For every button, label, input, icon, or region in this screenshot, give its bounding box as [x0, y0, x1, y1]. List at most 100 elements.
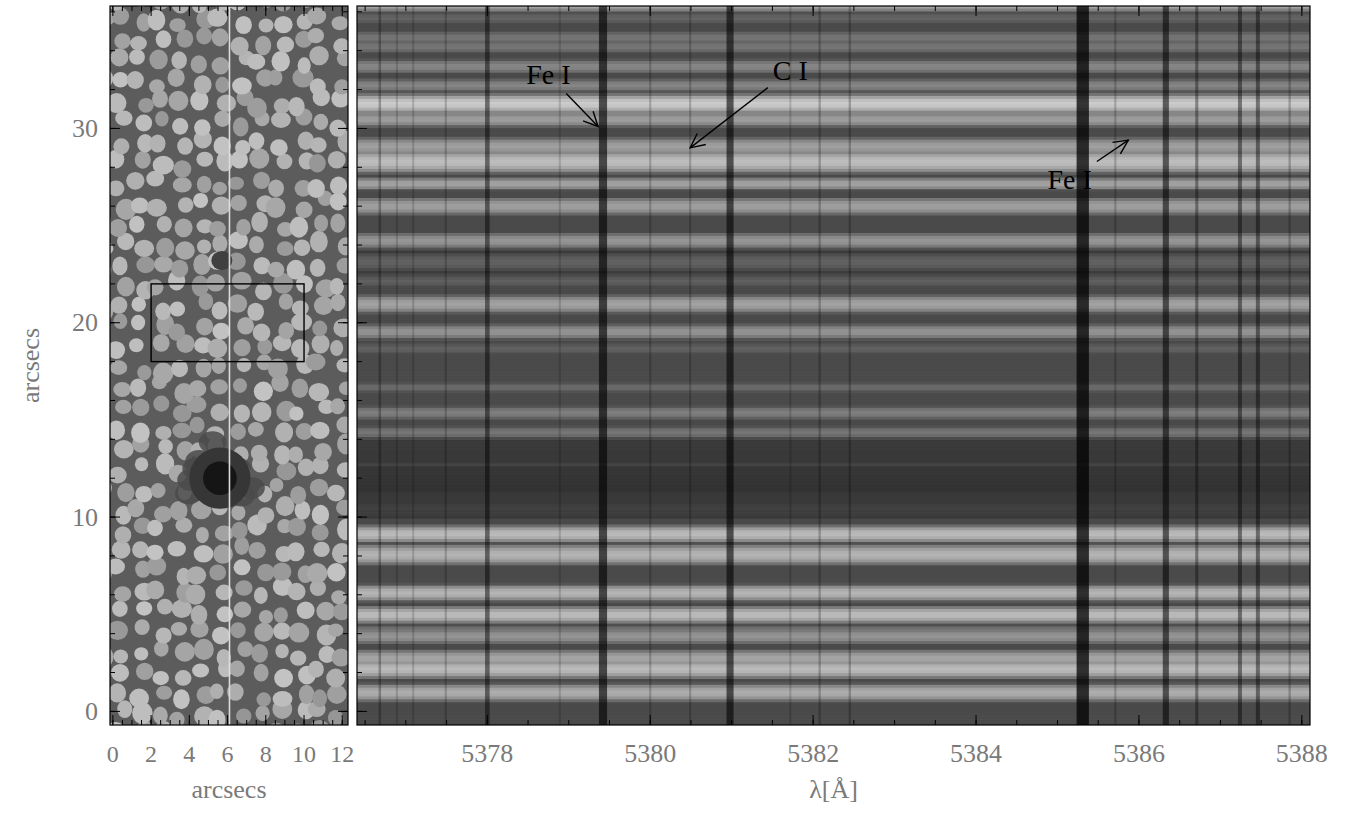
minor-tick — [405, 720, 406, 725]
granule — [154, 256, 173, 272]
granule — [151, 483, 166, 498]
minor-tick — [110, 555, 115, 556]
granule — [193, 254, 210, 275]
granule — [212, 196, 231, 214]
minor-tick — [110, 167, 115, 168]
granule — [135, 151, 151, 169]
minor-tick — [343, 361, 348, 362]
minor-tick — [141, 6, 142, 11]
granule — [173, 689, 190, 709]
granule — [234, 404, 250, 422]
granule — [194, 75, 212, 94]
granule — [110, 341, 125, 359]
minor-tick — [357, 50, 362, 51]
granule — [253, 324, 271, 342]
minor-tick — [357, 206, 362, 207]
minor-tick — [772, 6, 773, 11]
granule — [254, 623, 273, 642]
minor-tick — [357, 633, 362, 634]
annotation-arrow — [1097, 140, 1128, 161]
granule — [268, 70, 282, 86]
minor-tick — [313, 6, 314, 11]
y-tick-label: 10 — [72, 503, 98, 532]
y-tick — [357, 517, 367, 518]
minor-tick — [609, 720, 610, 725]
minor-tick — [110, 594, 115, 595]
granule — [110, 467, 127, 484]
x-tick-label: 5382 — [787, 739, 839, 768]
minor-tick — [405, 6, 406, 11]
x-tick — [304, 6, 305, 16]
granule — [135, 619, 150, 635]
granule — [328, 624, 343, 637]
granule — [173, 160, 191, 178]
granule — [147, 279, 164, 295]
minor-tick — [690, 720, 691, 725]
granule — [130, 378, 146, 397]
minor-tick — [1261, 6, 1262, 11]
granule — [212, 357, 226, 374]
granule — [247, 98, 267, 118]
x-tick — [189, 715, 190, 725]
y-tick — [110, 517, 120, 518]
x-tick — [189, 6, 190, 16]
granule — [217, 95, 236, 112]
minor-tick — [246, 6, 247, 11]
y-tick — [357, 128, 367, 129]
granule — [274, 445, 291, 464]
granule — [312, 524, 329, 541]
x-tick — [151, 6, 152, 16]
granule — [289, 446, 303, 463]
granule — [277, 37, 294, 53]
granule — [114, 33, 130, 49]
granule — [138, 98, 153, 113]
granule — [114, 586, 131, 602]
granule — [168, 68, 185, 87]
granule — [314, 296, 333, 315]
granule — [273, 691, 293, 707]
granule — [276, 462, 296, 480]
minor-tick — [343, 478, 348, 479]
granule — [327, 485, 345, 502]
granule — [287, 260, 306, 280]
minor-tick — [170, 6, 171, 11]
granule — [247, 303, 264, 321]
minor-tick — [528, 720, 529, 725]
minor-tick — [110, 283, 115, 284]
minor-tick — [343, 400, 348, 401]
granule — [312, 334, 330, 353]
x-tick-label: 8 — [260, 741, 272, 767]
y-axis-title: arcsecs — [16, 328, 45, 403]
minor-tick — [894, 720, 895, 725]
granule — [212, 302, 228, 320]
spectral-line — [1114, 6, 1116, 725]
granule — [336, 416, 348, 433]
granule — [236, 709, 251, 724]
minor-tick — [1057, 6, 1058, 11]
granule — [126, 172, 144, 190]
arrow-shaft — [690, 88, 768, 148]
granule — [111, 296, 128, 313]
minor-tick — [343, 206, 348, 207]
granule — [196, 28, 212, 45]
granule — [312, 689, 327, 707]
granule — [290, 486, 306, 504]
x-tick — [342, 715, 343, 725]
granule — [270, 478, 284, 492]
granule — [251, 445, 268, 462]
minor-tick — [284, 6, 285, 11]
x-tick — [976, 6, 977, 16]
granule — [112, 257, 127, 276]
granule — [136, 256, 155, 273]
granule — [113, 314, 127, 329]
granule — [169, 712, 184, 725]
granule — [212, 28, 229, 46]
granule — [275, 6, 292, 12]
granule — [288, 97, 304, 116]
granule — [337, 258, 348, 274]
minor-tick — [110, 400, 115, 401]
granule — [171, 6, 190, 14]
minor-tick — [141, 720, 142, 725]
y-tick — [338, 322, 348, 323]
granule — [279, 293, 293, 309]
